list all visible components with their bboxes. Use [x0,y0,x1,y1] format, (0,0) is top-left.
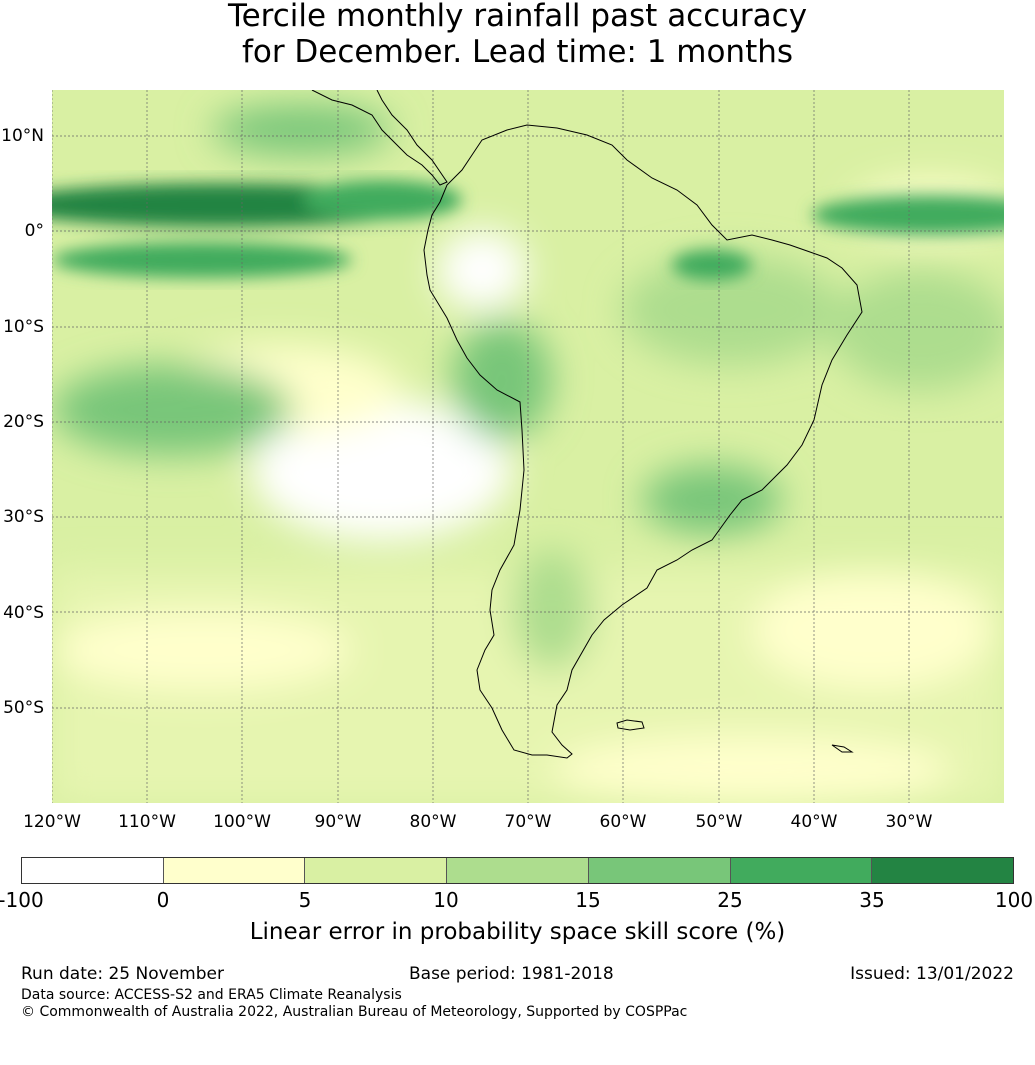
copyright: © Commonwealth of Australia 2022, Austra… [21,1004,688,1020]
map-canvas [52,90,1004,803]
colorbar-tick: -100 [0,888,44,912]
graticule [52,90,1004,803]
lat-label-10s: 10°S [3,317,44,337]
lon-label-90w: 90°W [314,812,362,832]
colorbar-tick: 5 [298,888,312,912]
colorbar [21,857,1014,884]
high-skill-bands [52,180,1004,280]
issued-date: Issued: 13/01/2022 [850,964,1014,984]
lon-label-60w: 60°W [599,812,647,832]
skill-score-map [52,90,1004,803]
lat-label-0: 0° [24,221,44,241]
lon-label-40w: 40°W [790,812,838,832]
chart-title-line-2: for December. Lead time: 1 months [241,34,794,70]
chart-title-line-1: Tercile monthly rainfall past accuracy [227,0,808,34]
lat-label-20s: 20°S [3,412,44,432]
colorbar-tick: 100 [994,888,1034,912]
run-date: Run date: 25 November [21,964,224,984]
colorbar-segment [163,858,306,883]
lon-label-120w: 120°W [23,812,81,832]
colorbar-segment [588,858,731,883]
data-source: Data source: ACCESS-S2 and ERA5 Climate … [21,987,402,1003]
lat-label-50s: 50°S [3,698,44,718]
lon-label-100w: 100°W [213,812,271,832]
colorbar-segment [872,858,1014,883]
coastline [311,90,863,759]
colorbar-segment [22,858,164,883]
lon-label-30w: 30°W [885,812,933,832]
colorbar-tick: 25 [717,888,743,912]
colorbar-segment [305,858,448,883]
colorbar-segment [447,858,589,883]
lat-label-30s: 30°S [3,507,44,527]
south-georgia [831,744,854,753]
lon-label-70w: 70°W [504,812,552,832]
colorbar-tick: 35 [859,888,885,912]
south-america-coastline [423,124,863,759]
lat-label-10n: 10°N [1,126,44,146]
base-period: Base period: 1981-2018 [409,964,614,984]
lon-label-50w: 50°W [695,812,743,832]
falkland-islands [616,719,645,731]
colorbar-segment [730,858,873,883]
central-america-coastline [311,90,448,186]
colorbar-tick: 10 [433,888,459,912]
colorbar-tick: 15 [575,888,601,912]
colorbar-tick: 0 [156,888,170,912]
lat-label-40s: 40°S [3,603,44,623]
lon-label-80w: 80°W [409,812,457,832]
lon-label-110w: 110°W [118,812,176,832]
colorbar-label: Linear error in probability space skill … [249,919,786,945]
